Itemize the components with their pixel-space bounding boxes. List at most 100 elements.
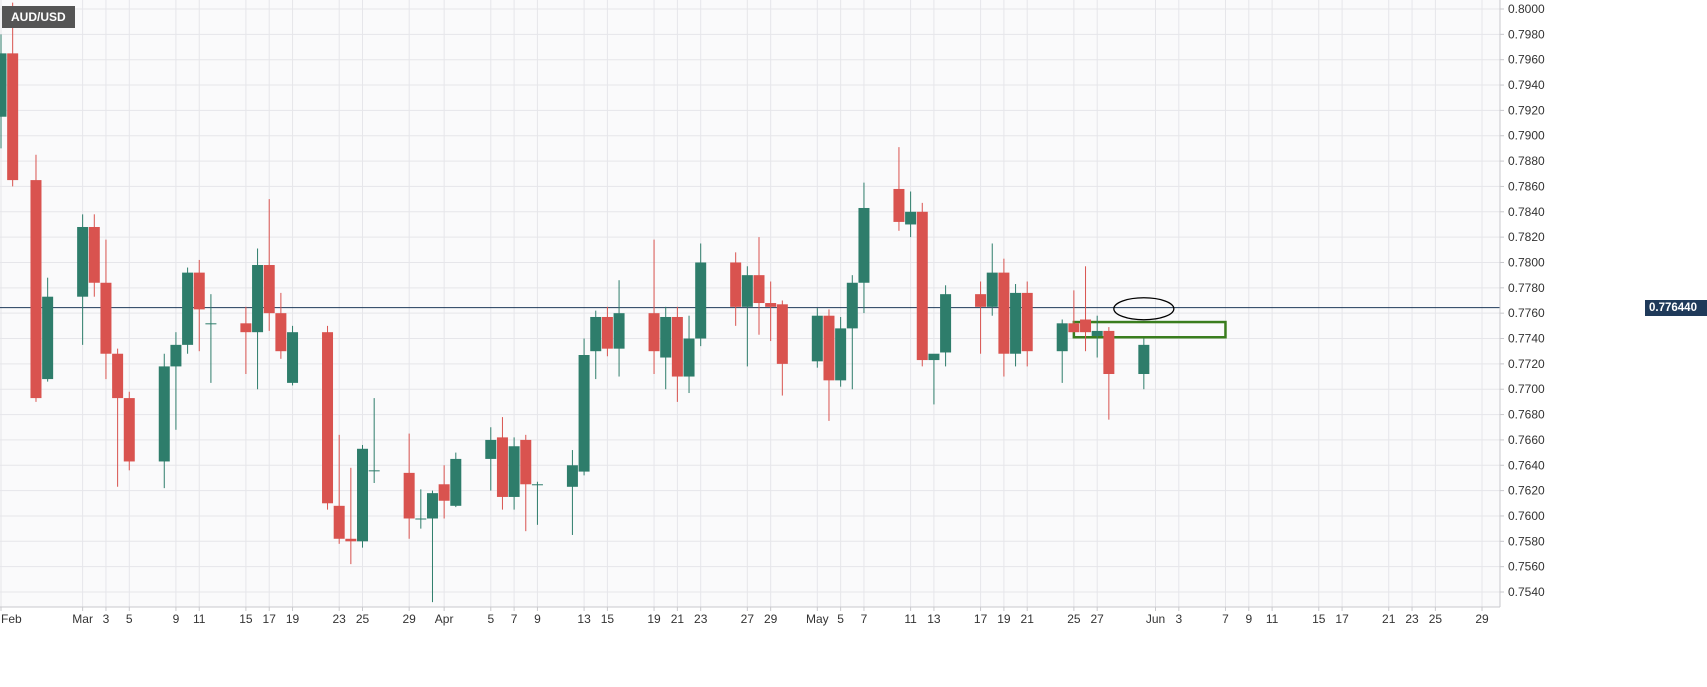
candle xyxy=(170,332,182,430)
candle xyxy=(695,243,707,347)
x-tick-label: 7 xyxy=(861,612,868,626)
candle xyxy=(730,252,742,326)
candle-body xyxy=(1091,330,1103,336)
candle-body xyxy=(741,275,753,307)
y-tick-label: 0.7620 xyxy=(1508,484,1545,498)
candle xyxy=(835,316,847,387)
candle-body xyxy=(158,366,170,462)
candle xyxy=(415,489,427,529)
y-tick-label: 0.7720 xyxy=(1508,357,1545,371)
candle-body xyxy=(240,323,252,333)
candle-body xyxy=(368,470,380,472)
candle xyxy=(357,444,369,548)
x-tick-label: 11 xyxy=(193,612,206,626)
candle-body xyxy=(648,313,660,352)
candle xyxy=(590,310,602,380)
x-tick-label: 27 xyxy=(1091,612,1105,626)
candle-body xyxy=(275,313,287,352)
candle-body xyxy=(88,226,100,283)
candle xyxy=(858,182,870,314)
candle xyxy=(1091,315,1103,358)
x-tick-label: 13 xyxy=(927,612,941,626)
x-tick-label: 5 xyxy=(837,612,844,626)
candle xyxy=(776,300,788,396)
x-tick-label: 19 xyxy=(286,612,300,626)
x-tick-label: 7 xyxy=(511,612,518,626)
candle-body xyxy=(531,484,543,486)
candle-body xyxy=(753,275,765,304)
x-tick-label: 3 xyxy=(1175,612,1182,626)
candle-body xyxy=(683,338,695,377)
candle xyxy=(916,202,928,367)
y-tick-label: 0.7660 xyxy=(1508,433,1545,447)
candle xyxy=(193,259,205,352)
candle-body xyxy=(916,211,928,361)
candle xyxy=(508,437,520,510)
x-tick-label: 19 xyxy=(997,612,1011,626)
candle xyxy=(846,275,858,390)
candle xyxy=(660,306,672,390)
candle xyxy=(368,398,380,484)
candle-body xyxy=(0,53,7,117)
candle-body xyxy=(590,316,602,352)
candle xyxy=(601,306,613,357)
candle-body xyxy=(42,296,54,380)
candle xyxy=(823,309,835,421)
candle xyxy=(531,481,543,525)
candle xyxy=(205,294,217,383)
candle xyxy=(1010,284,1022,367)
candle xyxy=(940,285,952,367)
candle xyxy=(566,450,578,535)
x-tick-label: 23 xyxy=(1405,612,1419,626)
candle xyxy=(671,306,683,402)
candle xyxy=(998,258,1010,377)
candle-body xyxy=(322,332,334,504)
x-tick-label: 9 xyxy=(1245,612,1252,626)
candle-body xyxy=(1010,292,1022,354)
x-tick-label: 13 xyxy=(577,612,591,626)
candle xyxy=(905,191,917,238)
x-tick-label: 7 xyxy=(1222,612,1229,626)
candle xyxy=(7,2,19,187)
x-tick-label: Apr xyxy=(435,612,454,626)
candle xyxy=(426,490,438,603)
candle xyxy=(88,214,100,297)
x-tick-label: Mar xyxy=(72,612,93,626)
candle-body xyxy=(252,265,264,333)
candle-body xyxy=(496,437,508,497)
candle-body xyxy=(765,303,777,307)
y-tick-label: 0.7640 xyxy=(1508,458,1545,472)
candle xyxy=(1103,327,1115,420)
candle xyxy=(322,325,334,510)
candle xyxy=(753,237,765,335)
x-tick-label: 11 xyxy=(904,612,917,626)
candle xyxy=(496,417,508,510)
candle xyxy=(811,308,823,368)
candle-body xyxy=(1138,344,1150,375)
candle xyxy=(287,325,299,386)
y-tick-label: 0.7860 xyxy=(1508,179,1545,193)
x-tick-label: 25 xyxy=(1429,612,1443,626)
candle xyxy=(100,239,112,380)
x-tick-label: May xyxy=(806,612,829,626)
axes: 0.7540 0.7560 0.7580 0.7600 0.7620 0.7640 0.76… xyxy=(0,0,1545,626)
symbol-badge: AUD/USD xyxy=(2,6,75,28)
y-tick-label: 0.7700 xyxy=(1508,382,1545,396)
candle-body xyxy=(566,465,578,487)
x-tick-label: 15 xyxy=(239,612,253,626)
x-tick-label: 29 xyxy=(764,612,778,626)
candle xyxy=(30,154,42,402)
candle-body xyxy=(1021,292,1033,352)
candle xyxy=(741,266,753,367)
candle-body xyxy=(776,304,788,364)
candle-body xyxy=(1103,330,1115,375)
x-tick-label: 15 xyxy=(601,612,615,626)
candle-body xyxy=(1056,323,1068,352)
candle-body xyxy=(415,518,427,520)
candle xyxy=(77,214,89,345)
candle-body xyxy=(660,316,672,358)
x-tick-label: 25 xyxy=(1067,612,1081,626)
candle-body xyxy=(823,315,835,381)
candle xyxy=(893,147,905,231)
